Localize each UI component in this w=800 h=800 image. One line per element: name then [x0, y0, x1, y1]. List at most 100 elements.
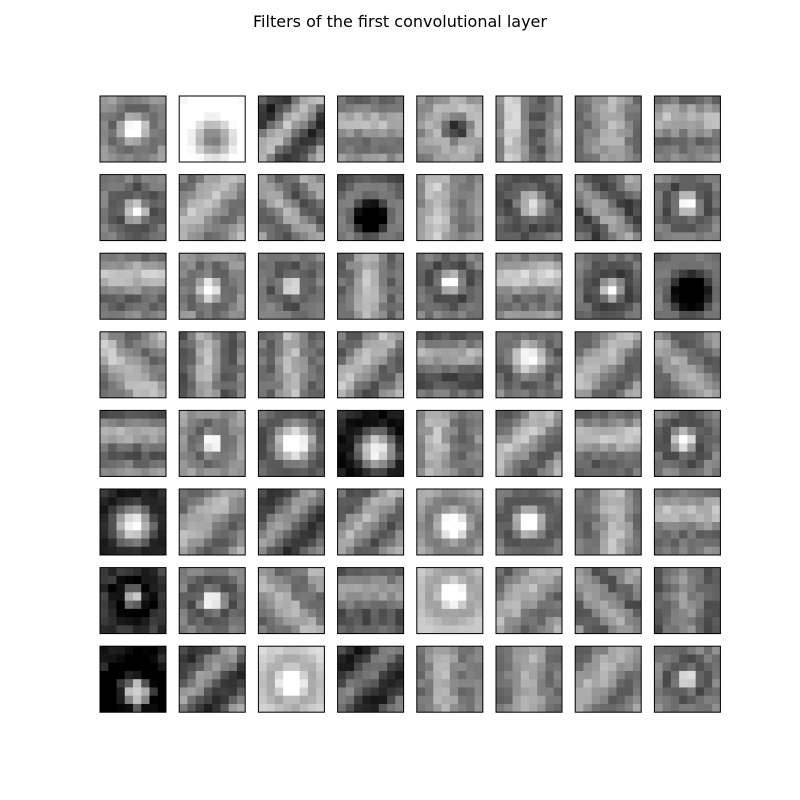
filter-pixel — [149, 253, 159, 262]
filter-pixel — [378, 129, 388, 138]
filter-pixel — [608, 410, 617, 419]
filter-pixel — [474, 546, 484, 556]
filter-pixel — [291, 174, 300, 184]
filter-pixel — [220, 277, 230, 287]
filter-pixel — [354, 356, 363, 366]
filter-pixel — [307, 182, 317, 192]
filter-pixel — [616, 145, 626, 155]
filter-pixel — [141, 459, 150, 469]
filter-pixel — [474, 389, 484, 399]
filter-pixel — [458, 182, 467, 192]
filter-pixel — [599, 530, 609, 539]
filter-pixel — [212, 153, 221, 163]
filter-pixel — [307, 348, 317, 357]
filter-pixel — [220, 137, 230, 146]
filter-pixel — [575, 679, 584, 688]
filter-pixel — [141, 96, 150, 105]
filter-pixel — [258, 505, 267, 515]
filter-pixel — [687, 670, 696, 680]
filter-pixel — [149, 310, 159, 320]
filter-pixel — [141, 497, 150, 506]
filter-pixel — [599, 703, 609, 713]
filter-pixel — [512, 215, 522, 225]
filter-pixel — [529, 567, 538, 577]
filter-pixel — [203, 410, 213, 419]
filter-pixel — [116, 207, 126, 217]
filter-pixel — [108, 261, 117, 271]
filter-pixel — [695, 592, 705, 601]
filter-pixel — [466, 505, 475, 515]
filter-pixel — [425, 215, 434, 225]
filter-pixel — [108, 468, 117, 477]
filter-pixel — [458, 191, 467, 200]
filter-pixel — [316, 389, 325, 399]
filter-pixel — [370, 426, 380, 436]
filter-pixel — [512, 654, 522, 664]
filter-pixel — [179, 104, 188, 113]
filter-tile — [416, 331, 484, 399]
filter-pixel — [591, 199, 601, 208]
filter-pixel — [591, 410, 601, 419]
filter-pixel — [108, 584, 117, 593]
filter-pixel — [236, 104, 246, 113]
filter-pixel — [624, 567, 634, 577]
filter-pixel — [316, 497, 325, 506]
filter-pixel — [179, 625, 188, 634]
filter-pixel — [591, 695, 601, 705]
filter-tile — [574, 645, 642, 713]
filter-pixel — [220, 538, 230, 548]
filter-pixel — [433, 389, 442, 399]
filter-pixel — [496, 600, 505, 610]
filter-pixel — [679, 646, 688, 655]
filter-pixel — [179, 331, 188, 341]
filter-pixel — [687, 530, 696, 539]
filter-pixel — [378, 670, 388, 680]
filter-pixel — [583, 137, 593, 146]
filter-pixel — [387, 286, 396, 295]
filter-pixel — [195, 687, 205, 697]
filter-pixel — [378, 703, 388, 713]
filter-pixel — [299, 443, 309, 452]
filter-pixel — [345, 120, 355, 130]
filter-pixel — [387, 96, 396, 105]
filter-pixel — [316, 538, 325, 548]
filter-pixel — [203, 373, 213, 382]
filter-pixel — [458, 546, 467, 556]
filter-pixel — [266, 435, 276, 444]
filter-pixel — [441, 513, 451, 523]
filter-pixel — [545, 381, 555, 390]
filter-pixel — [591, 426, 601, 436]
filter-pixel — [228, 418, 238, 428]
filter-pixel — [599, 600, 609, 610]
filter-pixel — [387, 104, 396, 113]
filter-pixel — [575, 497, 584, 506]
filter-pixel — [387, 174, 396, 184]
filter-pixel — [345, 277, 355, 287]
filter-pixel — [599, 269, 609, 279]
filter-pixel — [654, 654, 663, 664]
filter-pixel — [236, 530, 246, 539]
filter-pixel — [108, 617, 117, 626]
filter-pixel — [466, 654, 475, 664]
filter-pixel — [387, 443, 396, 452]
filter-pixel — [354, 522, 363, 531]
filter-pixel — [212, 703, 221, 713]
filter-pixel — [679, 695, 688, 705]
filter-pixel — [283, 182, 292, 192]
filter-pixel — [149, 687, 159, 697]
filter-pixel — [632, 451, 642, 461]
filter-pixel — [274, 310, 284, 320]
filter-pixel — [624, 459, 634, 469]
filter-pixel — [670, 625, 680, 634]
filter-pixel — [220, 443, 230, 452]
filter-pixel — [545, 654, 555, 664]
filter-pixel — [212, 435, 221, 444]
filter-pixel — [307, 522, 317, 531]
filter-pixel — [553, 575, 563, 585]
filter-pixel — [133, 340, 142, 349]
filter-pixel — [695, 348, 705, 357]
filter-pixel — [179, 215, 188, 225]
filter-pixel — [599, 277, 609, 287]
filter-pixel — [679, 373, 688, 382]
filter-pixel — [378, 331, 388, 341]
